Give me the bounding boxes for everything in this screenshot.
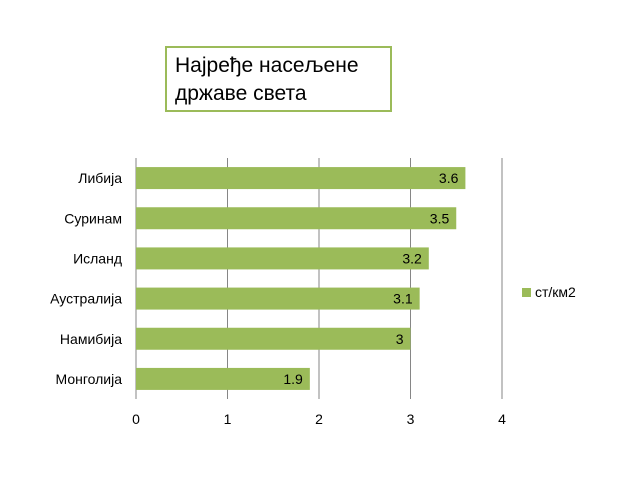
bar-0 (136, 167, 466, 190)
legend-label: ст/км2 (535, 284, 576, 300)
bar-5 (136, 367, 310, 390)
bar-2 (136, 247, 429, 270)
category-label-4: Намибија (60, 331, 122, 347)
category-label-1: Суринам (64, 210, 122, 226)
data-label-1: 3.5 (430, 210, 450, 226)
category-label-5: Монголија (56, 371, 123, 387)
bar-3 (136, 287, 420, 310)
category-label-0: Либија (78, 170, 122, 186)
bar-4 (136, 327, 411, 350)
data-label-5: 1.9 (283, 371, 303, 387)
category-label-2: Исланд (73, 250, 122, 266)
chart-title: Најређе насељене државе света (165, 46, 392, 112)
data-label-2: 3.2 (402, 250, 422, 266)
legend-swatch (522, 288, 531, 297)
x-tick-label-2: 2 (315, 411, 323, 427)
category-label-3: Аустралија (50, 291, 122, 307)
bar-1 (136, 207, 457, 230)
data-label-4: 3 (396, 331, 404, 347)
data-label-0: 3.6 (439, 170, 459, 186)
data-label-3: 3.1 (393, 291, 413, 307)
x-tick-label-0: 0 (132, 411, 140, 427)
x-tick-label-1: 1 (224, 411, 232, 427)
x-tick-label-4: 4 (498, 411, 506, 427)
x-tick-label-3: 3 (407, 411, 415, 427)
